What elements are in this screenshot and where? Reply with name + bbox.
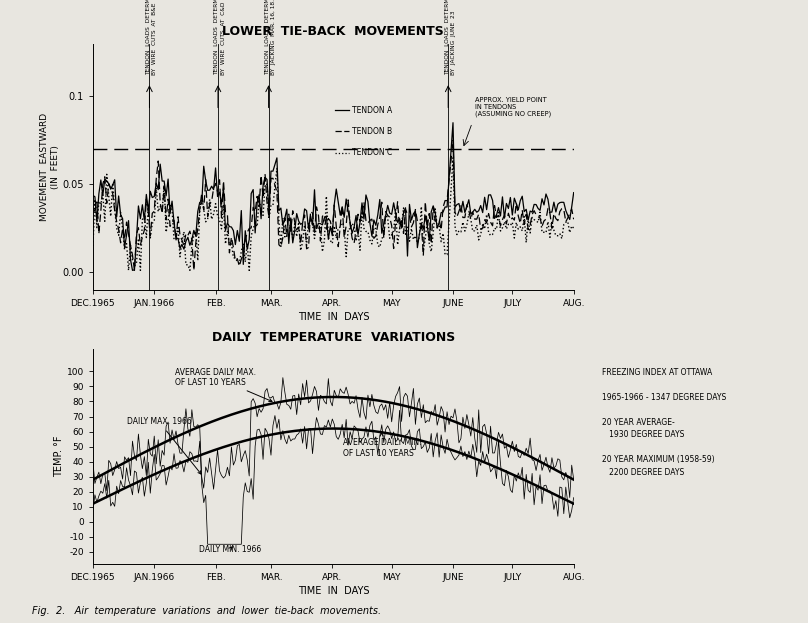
Text: DAILY MAX. 1966: DAILY MAX. 1966 (127, 417, 201, 474)
Text: TENDON A: TENDON A (351, 106, 392, 115)
X-axis label: TIME  IN  DAYS: TIME IN DAYS (297, 586, 369, 596)
Text: AVERAGE DAILY MIN.
OF LAST 10 YEARS: AVERAGE DAILY MIN. OF LAST 10 YEARS (343, 432, 422, 458)
Text: TENDON  LOADS  DETERMINED
BY  WIRE  CUTS  AT  B&E  JAN. 4, 5.: TENDON LOADS DETERMINED BY WIRE CUTS AT … (146, 0, 157, 75)
Title: DAILY  TEMPERATURE  VARIATIONS: DAILY TEMPERATURE VARIATIONS (212, 331, 455, 343)
Text: TENDON  LOADS  DETERMINED
BY  JACKING  MAR. 16, 18.: TENDON LOADS DETERMINED BY JACKING MAR. … (265, 0, 276, 75)
Text: TENDON C: TENDON C (351, 148, 392, 157)
X-axis label: TIME  IN  DAYS: TIME IN DAYS (297, 312, 369, 322)
Title: LOWER  TIE-BACK  MOVEMENTS: LOWER TIE-BACK MOVEMENTS (222, 26, 444, 38)
Text: APPROX. YIELD POINT
IN TENDONS
(ASSUMING NO CREEP): APPROX. YIELD POINT IN TENDONS (ASSUMING… (474, 97, 551, 118)
Text: TENDON  LOADS  DETERMINED
BY  JACKING  JUNE  23: TENDON LOADS DETERMINED BY JACKING JUNE … (444, 0, 456, 75)
Text: AVERAGE DAILY MAX.
OF LAST 10 YEARS: AVERAGE DAILY MAX. OF LAST 10 YEARS (175, 368, 272, 402)
Text: Fig.  2.   Air  temperature  variations  and  lower  tie-back  movements.: Fig. 2. Air temperature variations and l… (32, 606, 381, 616)
Text: FREEZING INDEX AT OTTAWA

1965-1966 - 1347 DEGREE DAYS

20 YEAR AVERAGE-
   1930: FREEZING INDEX AT OTTAWA 1965-1966 - 134… (602, 368, 726, 477)
Y-axis label: MOVEMENT  EASTWARD
(IN  FEET): MOVEMENT EASTWARD (IN FEET) (40, 113, 60, 221)
Text: TENDON  LOADS  DETERMINED
BY  WIRE  CUTS  AT  C&D  FEB.10,11,15.: TENDON LOADS DETERMINED BY WIRE CUTS AT … (214, 0, 225, 75)
Text: DAILY MIN. 1966: DAILY MIN. 1966 (199, 545, 261, 554)
Text: TENDON B: TENDON B (351, 127, 392, 136)
Y-axis label: TEMP. °F: TEMP. °F (54, 435, 64, 477)
